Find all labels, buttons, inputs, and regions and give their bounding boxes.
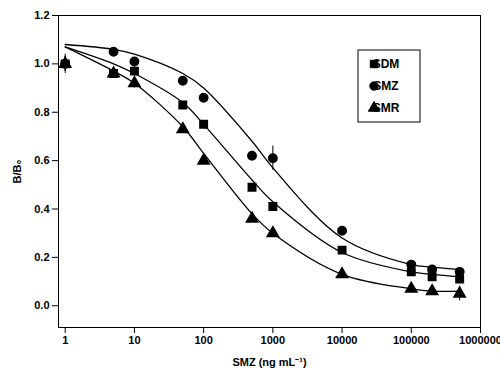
svg-text:SMR: SMR [373,101,400,115]
svg-text:SMZ (ng mL⁻¹): SMZ (ng mL⁻¹) [232,356,307,368]
svg-text:1.0: 1.0 [34,57,49,69]
svg-text:1.2: 1.2 [34,9,49,21]
svg-text:1: 1 [62,334,68,346]
svg-text:SDM: SDM [373,57,400,71]
svg-text:100: 100 [194,334,212,346]
svg-text:10000: 10000 [327,334,358,346]
svg-text:0.6: 0.6 [34,154,49,166]
svg-text:10: 10 [128,334,140,346]
svg-text:0.4: 0.4 [34,203,50,215]
svg-text:1000000: 1000000 [459,334,500,346]
svg-text:1000: 1000 [261,334,285,346]
svg-text:0.8: 0.8 [34,106,49,118]
svg-text:0.0: 0.0 [34,299,49,311]
svg-text:SMZ: SMZ [373,79,398,93]
svg-text:100000: 100000 [393,334,430,346]
svg-text:0.2: 0.2 [34,251,49,263]
svg-text:B/B₀: B/B₀ [11,160,23,184]
